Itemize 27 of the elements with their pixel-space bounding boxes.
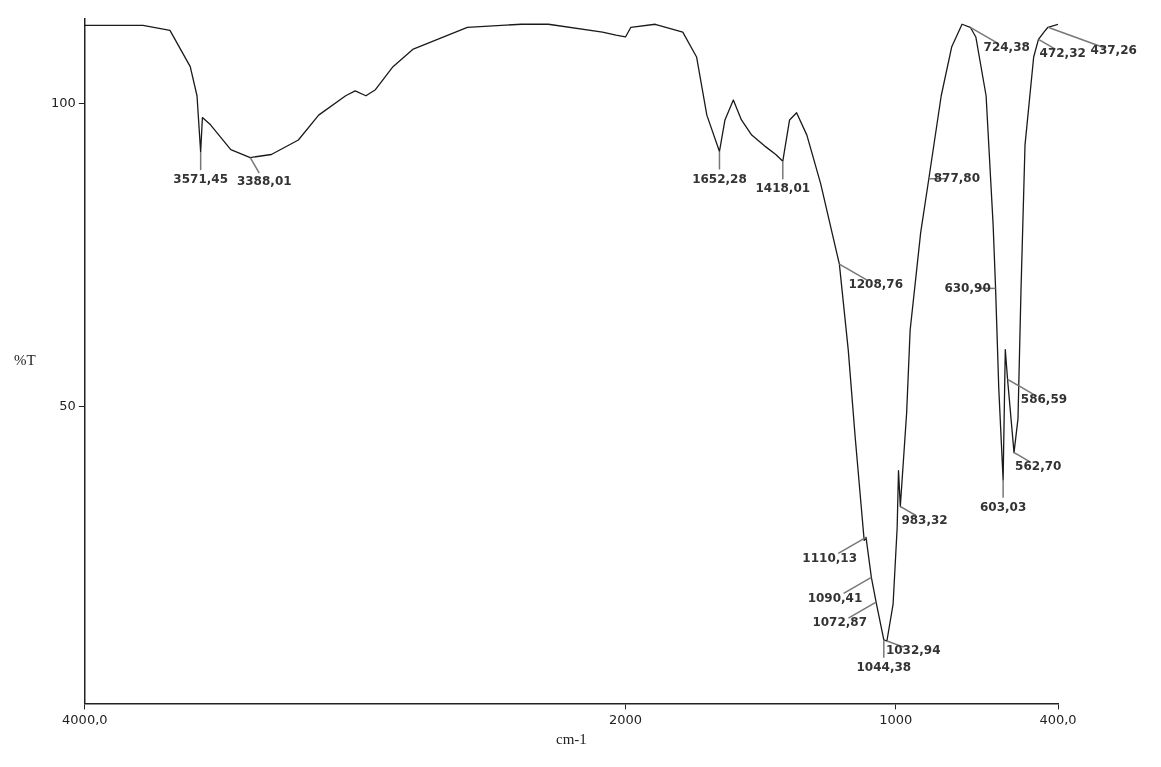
annotation: 437,26 — [1090, 43, 1137, 58]
annotation: 724,38 — [983, 40, 1030, 55]
annotation: 1044,38 — [856, 659, 912, 674]
annotation: 1072,87 — [812, 615, 868, 630]
x-tick-label: 4000,0 — [62, 711, 108, 727]
annotation: 3571,45 — [173, 172, 228, 187]
annotation: 472,32 — [1039, 45, 1086, 60]
annotation: 1652,28 — [692, 171, 747, 186]
annotation: 3388,01 — [236, 173, 292, 188]
annotation: 877,80 — [933, 170, 980, 185]
y-tick-label: 50 — [59, 397, 76, 413]
x-tick-label: 1000 — [879, 711, 913, 727]
x-axis-title: cm-1 — [555, 730, 587, 747]
x-tick-label: 2000 — [608, 711, 643, 727]
x-tick-label: 400,0 — [1039, 711, 1077, 727]
annotation: 1110,13 — [802, 550, 857, 565]
annotation: 603,03 — [979, 499, 1027, 514]
annotation: 1418,01 — [755, 181, 811, 196]
annotation: 983,32 — [901, 512, 948, 527]
y-axis-title: %T — [14, 352, 36, 369]
y-tick-label: 100 — [50, 94, 76, 110]
annotation: 562,70 — [1015, 458, 1062, 473]
annotation: 1090,41 — [807, 590, 863, 605]
annotation: 586,59 — [1020, 392, 1068, 407]
annotation: 1032,94 — [885, 642, 941, 657]
annotation: 630,90 — [944, 280, 991, 295]
annotation: 1208,76 — [848, 277, 904, 292]
